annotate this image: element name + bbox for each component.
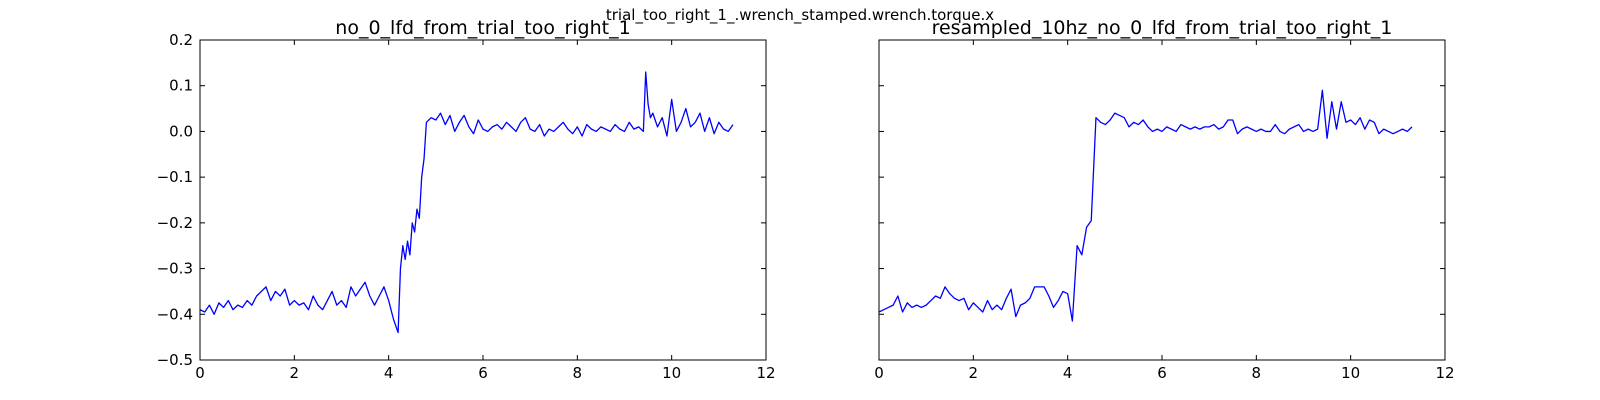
y-tick-label: 0.0 <box>169 122 193 140</box>
axes-frame <box>199 39 767 361</box>
y-tick-label: 0.2 <box>169 31 193 49</box>
x-tick-label: 12 <box>1435 364 1454 382</box>
y-tick-label: −0.1 <box>157 168 193 186</box>
series-line-0 <box>878 89 1413 322</box>
x-tick-label: 6 <box>1157 364 1167 382</box>
plot-title: resampled_10hz_no_0_lfd_from_trial_too_r… <box>932 17 1393 39</box>
x-tick-label: 0 <box>195 364 205 382</box>
x-tick-label: 2 <box>969 364 979 382</box>
x-tick-label: 12 <box>756 364 775 382</box>
series-line-0 <box>199 71 734 334</box>
x-tick-label: 10 <box>662 364 681 382</box>
y-tick-label: −0.5 <box>157 351 193 369</box>
y-tick-label: −0.4 <box>157 305 193 323</box>
y-tick-label: −0.2 <box>157 214 193 232</box>
x-tick-label: 2 <box>290 364 300 382</box>
x-tick-label: 10 <box>1341 364 1360 382</box>
x-tick-label: 6 <box>478 364 488 382</box>
x-tick-label: 0 <box>874 364 884 382</box>
right-plot: 0 2 4 6 8 10 12 resampled_10hz_no_0_lfd_from_tr… <box>874 17 1454 382</box>
x-tick-label: 4 <box>1063 364 1073 382</box>
figure-suptitle: trial_too_right_1_.wrench_stamped.wrench… <box>605 6 995 24</box>
y-tick-label: 0.1 <box>169 77 193 95</box>
left-plot: 0 2 4 6 8 10 12 −0.5 −0.4 −0.3 −0.2 −0.1 0.0 0.1 0.2 no… <box>157 17 776 382</box>
y-tick-label: −0.3 <box>157 260 193 278</box>
plot-title: no_0_lfd_from_trial_too_right_1 <box>335 17 630 39</box>
x-tick-label: 8 <box>1252 364 1262 382</box>
axes-frame <box>878 39 1446 361</box>
x-tick-label: 8 <box>573 364 583 382</box>
x-tick-label: 4 <box>384 364 394 382</box>
